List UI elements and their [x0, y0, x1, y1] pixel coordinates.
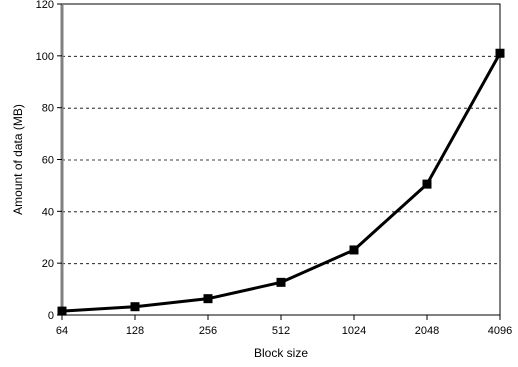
series-group	[57, 48, 505, 316]
y-axis-ticks: 0 20 40 60 80 100 120	[36, 0, 62, 322]
x-tick-label: 64	[56, 325, 68, 337]
x-axis-ticks: 64 128 256 512 1024 2048 4096	[56, 315, 512, 337]
y-tick-label: 120	[36, 0, 54, 11]
plot-area-frame	[61, 3, 501, 316]
y-axis-title: Amount of data (MB)	[11, 104, 25, 215]
y-tick-label: 100	[36, 51, 54, 63]
gridlines	[62, 55, 500, 265]
data-point-256	[203, 294, 213, 304]
x-tick-label: 256	[199, 325, 217, 337]
x-axis-title: Block size	[254, 346, 308, 360]
data-point-512	[276, 277, 286, 287]
x-tick-label: 4096	[488, 325, 512, 337]
y-tick-label: 40	[42, 206, 54, 218]
x-tick-label: 2048	[415, 325, 439, 337]
data-point-64	[57, 306, 67, 316]
data-point-1024	[349, 245, 359, 255]
series-line-0	[61, 52, 502, 313]
data-point-128	[130, 302, 140, 312]
x-tick-label: 1024	[342, 325, 366, 337]
y-tick-label: 60	[42, 155, 54, 167]
y-tick-label: 0	[48, 310, 54, 322]
data-point-2048	[422, 179, 432, 189]
x-tick-label: 512	[272, 325, 290, 337]
x-tick-label: 128	[126, 325, 144, 337]
data-point-4096	[495, 48, 505, 58]
y-tick-label: 80	[42, 103, 54, 115]
y-tick-label: 20	[42, 258, 54, 270]
